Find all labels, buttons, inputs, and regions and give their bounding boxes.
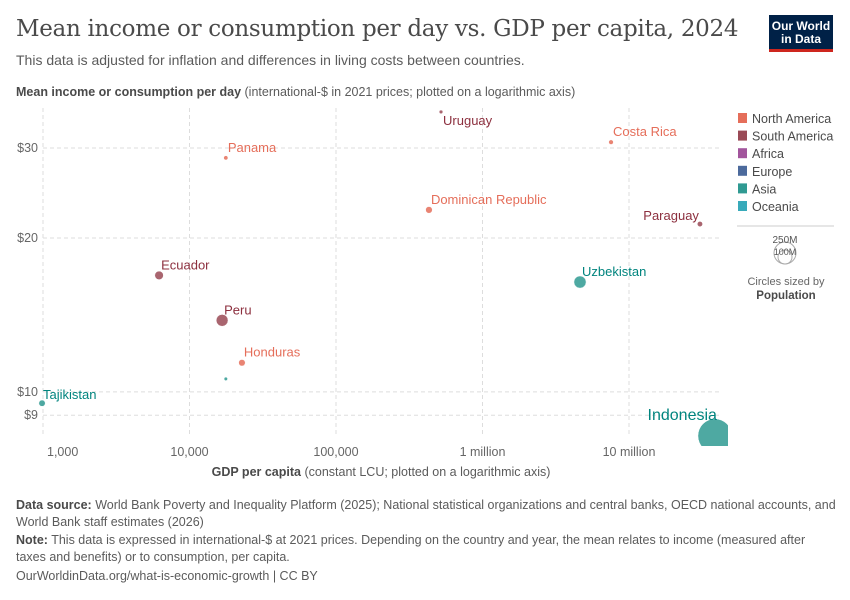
chart-title: Mean income or consumption per day vs. G… — [16, 16, 739, 42]
y-tick-label: $9 — [24, 408, 38, 422]
y-axis-label: Mean income or consumption per day (inte… — [16, 85, 575, 99]
data-point — [608, 139, 614, 145]
x-tick-label: 10,000 — [170, 445, 208, 459]
license: | CC BY — [269, 569, 318, 583]
point-label: Panama — [228, 140, 277, 155]
x-axis-label: GDP per capita (constant LCU; plotted on… — [212, 465, 551, 479]
data-source: Data source: World Bank Poverty and Ineq… — [16, 497, 836, 531]
legend-item[interactable]: North America — [752, 112, 831, 126]
data-source-text: World Bank Poverty and Inequality Platfo… — [16, 498, 836, 529]
chart-subtitle: This data is adjusted for inflation and … — [16, 52, 525, 68]
legend-item[interactable]: Europe — [752, 165, 792, 179]
point-label: Indonesia — [648, 407, 717, 424]
note-label: Note: — [16, 533, 48, 547]
note-text: This data is expressed in international-… — [16, 533, 806, 564]
y-tick-label: $30 — [17, 141, 38, 155]
size-legend-250m: 250M — [772, 235, 797, 246]
legend-swatch — [738, 201, 747, 211]
scatter-chart: Mean income or consumption per day (inte… — [16, 85, 834, 479]
legend-swatch — [738, 148, 747, 159]
data-point — [697, 418, 728, 446]
point-label: Honduras — [244, 345, 301, 360]
data-point — [238, 359, 246, 367]
point-label: Uruguay — [443, 113, 493, 128]
source-link[interactable]: OurWorldinData.org/what-is-economic-grow… — [16, 569, 270, 583]
data-point — [38, 399, 46, 407]
legend-item[interactable]: Africa — [752, 147, 784, 161]
point-label: Ecuador — [161, 257, 210, 272]
point-label: Dominican Republic — [431, 192, 547, 207]
legend-item[interactable]: South America — [752, 130, 833, 144]
footer-link-line: OurWorldinData.org/what-is-economic-grow… — [16, 568, 836, 585]
data-point — [425, 206, 433, 214]
legend-swatch — [738, 113, 747, 123]
size-legend-circle-small — [777, 249, 793, 265]
data-source-label: Data source: — [16, 498, 92, 512]
size-legend-caption: Circles sized by — [747, 276, 825, 288]
point-label: Tajikistan — [43, 387, 96, 402]
legend-swatch — [738, 165, 747, 176]
size-legend: 250M 100M Circles sized by Population — [737, 225, 834, 302]
size-legend-variable: Population — [756, 290, 815, 302]
note: Note: This data is expressed in internat… — [16, 532, 836, 566]
data-point — [154, 270, 164, 280]
y-axis-label-rest: (international-$ in 2021 prices; plotted… — [241, 85, 575, 99]
x-tick-label: 10 million — [603, 445, 656, 459]
data-point — [223, 376, 228, 381]
legend-item[interactable]: Oceania — [752, 200, 799, 214]
size-legend-100m: 100M — [774, 247, 797, 257]
data-point — [215, 314, 229, 327]
point-label: Costa Rica — [613, 124, 677, 139]
x-tick-label: 1,000 — [47, 445, 78, 459]
point-label: Paraguay — [643, 208, 699, 223]
x-tick-label: 1 million — [460, 445, 506, 459]
data-point — [438, 109, 444, 115]
y-tick-label: $20 — [17, 231, 38, 245]
point-label: Uzbekistan — [582, 264, 646, 279]
data-point — [223, 155, 229, 161]
data-point — [573, 275, 587, 289]
legend-swatch — [738, 130, 747, 141]
legend-item[interactable]: Asia — [752, 182, 776, 196]
point-label: Peru — [224, 302, 251, 317]
x-tick-label: 100,000 — [313, 445, 358, 459]
data-point — [697, 221, 703, 227]
legend-swatch — [738, 183, 747, 194]
x-axis-label-rest: (constant LCU; plotted on a logarithmic … — [301, 465, 550, 479]
y-axis-label-bold: Mean income or consumption per day — [16, 85, 241, 99]
owid-logo[interactable]: Our World in Data — [769, 15, 833, 52]
x-axis-label-bold: GDP per capita — [212, 465, 302, 479]
y-tick-label: $10 — [17, 385, 38, 399]
